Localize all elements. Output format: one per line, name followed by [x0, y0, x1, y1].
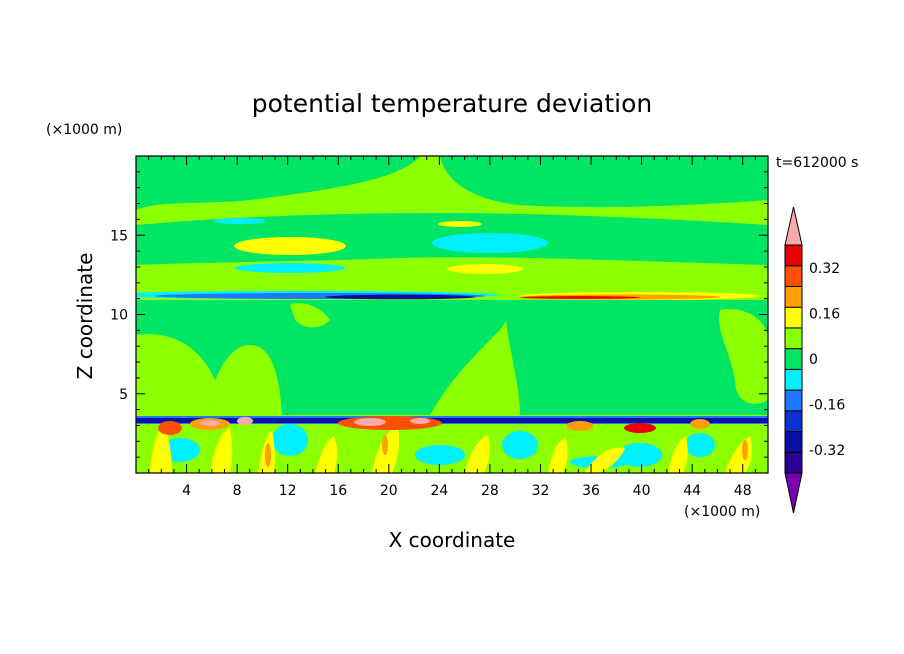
region-green-left [136, 334, 232, 415]
hot-core [382, 435, 388, 455]
x-axis-label: X coordinate [389, 528, 516, 552]
warm-patch [624, 423, 656, 433]
x-tick-label: 48 [734, 483, 752, 499]
warm-plume [585, 447, 625, 473]
x-axis: 4 8 12 16 20 24 28 32 36 40 44 48 [148, 156, 756, 499]
colorbar-segment [784, 451, 803, 474]
region-upper-right [440, 156, 768, 208]
warm-patch [410, 418, 430, 424]
cool-patch [272, 424, 308, 456]
contour-field [136, 156, 768, 473]
x-tick-label: 36 [582, 483, 600, 499]
colorbar-segment [784, 285, 803, 308]
warm-plume [315, 436, 338, 473]
y-tick-label: 10 [110, 308, 128, 324]
warm-blob-1 [234, 237, 346, 255]
cool-blob-3 [235, 263, 345, 273]
y-tick-label: 15 [110, 228, 128, 244]
colorbar-min-arrow [784, 472, 803, 514]
y-unit-label: (×1000 m) [46, 122, 122, 138]
x-tick-label: 20 [380, 483, 398, 499]
warm-blob-3 [438, 221, 482, 227]
tropopause-green-band [136, 287, 768, 297]
x-tick-label: 32 [532, 483, 550, 499]
colorbar-tick-label: 0.16 [809, 306, 840, 322]
chart-title: potential temperature deviation [252, 89, 652, 118]
x-tick-label: 44 [683, 483, 701, 499]
cool-blob-2 [214, 218, 266, 224]
x-tick-label: 16 [329, 483, 347, 499]
warm-plume [548, 438, 568, 473]
time-label: t=612000 s [776, 155, 858, 171]
x-tick-label: 40 [633, 483, 651, 499]
x-tick-label: 12 [279, 483, 297, 499]
region-green-mid [290, 303, 330, 328]
region-mid-right [505, 300, 768, 415]
cool-patch [502, 431, 538, 459]
colorbar-tick-label: -0.32 [809, 443, 845, 459]
warm-patch [566, 421, 594, 431]
colorbar-segment [784, 306, 803, 329]
warm-patch [690, 419, 710, 429]
cool-patch [685, 433, 715, 457]
region-green-bump [205, 345, 282, 415]
y-tick-label: 5 [119, 387, 128, 403]
warm-plume [668, 436, 688, 473]
region-green-right [718, 309, 768, 404]
colorbar-segment [784, 431, 803, 453]
colorbar-segment [784, 265, 803, 287]
y-axis: 5 10 15 [110, 171, 768, 458]
colorbar-segment [784, 410, 803, 433]
colorbar-tick-label: 0 [809, 352, 818, 368]
warm-plume [210, 428, 233, 473]
warm-patch [200, 420, 220, 426]
inversion-warm-patches [158, 416, 710, 435]
y-axis-label: Z coordinate [73, 253, 97, 380]
x-tick-label: 24 [430, 483, 448, 499]
x-tick-label: 28 [481, 483, 499, 499]
colorbar-segment [784, 368, 803, 391]
colorbar-segment [784, 244, 803, 267]
colorbar-segment [784, 327, 803, 350]
region-upper-left [136, 156, 420, 210]
colorbar-tick-label: 0.32 [809, 261, 840, 277]
inversion-cold-band [136, 418, 768, 423]
cool-blob-1 [432, 233, 548, 253]
colorbar-segment [784, 348, 803, 370]
x-tick-label: 8 [233, 483, 242, 499]
x-unit-label: (×1000 m) [684, 504, 760, 520]
colorbar-segment [784, 389, 803, 412]
colorbar-max-arrow [784, 206, 803, 246]
warm-plume [465, 435, 490, 473]
warm-patch [237, 417, 253, 425]
hot-core [742, 440, 748, 460]
cool-patch [415, 445, 465, 465]
warm-patch [354, 418, 386, 426]
hot-core [265, 443, 271, 467]
warm-plume [150, 425, 172, 473]
colorbar-tick-label: -0.16 [809, 398, 845, 414]
tropopause-coldest-band [325, 294, 475, 300]
warm-blob-2 [447, 264, 523, 274]
boundary-layer-hot-cores [265, 435, 748, 467]
tropopause-warmest-band [520, 296, 640, 299]
x-tick-label: 4 [182, 483, 191, 499]
warm-patch [158, 421, 182, 435]
colorbar: -0.32 -0.16 0 0.16 0.32 [784, 206, 845, 514]
